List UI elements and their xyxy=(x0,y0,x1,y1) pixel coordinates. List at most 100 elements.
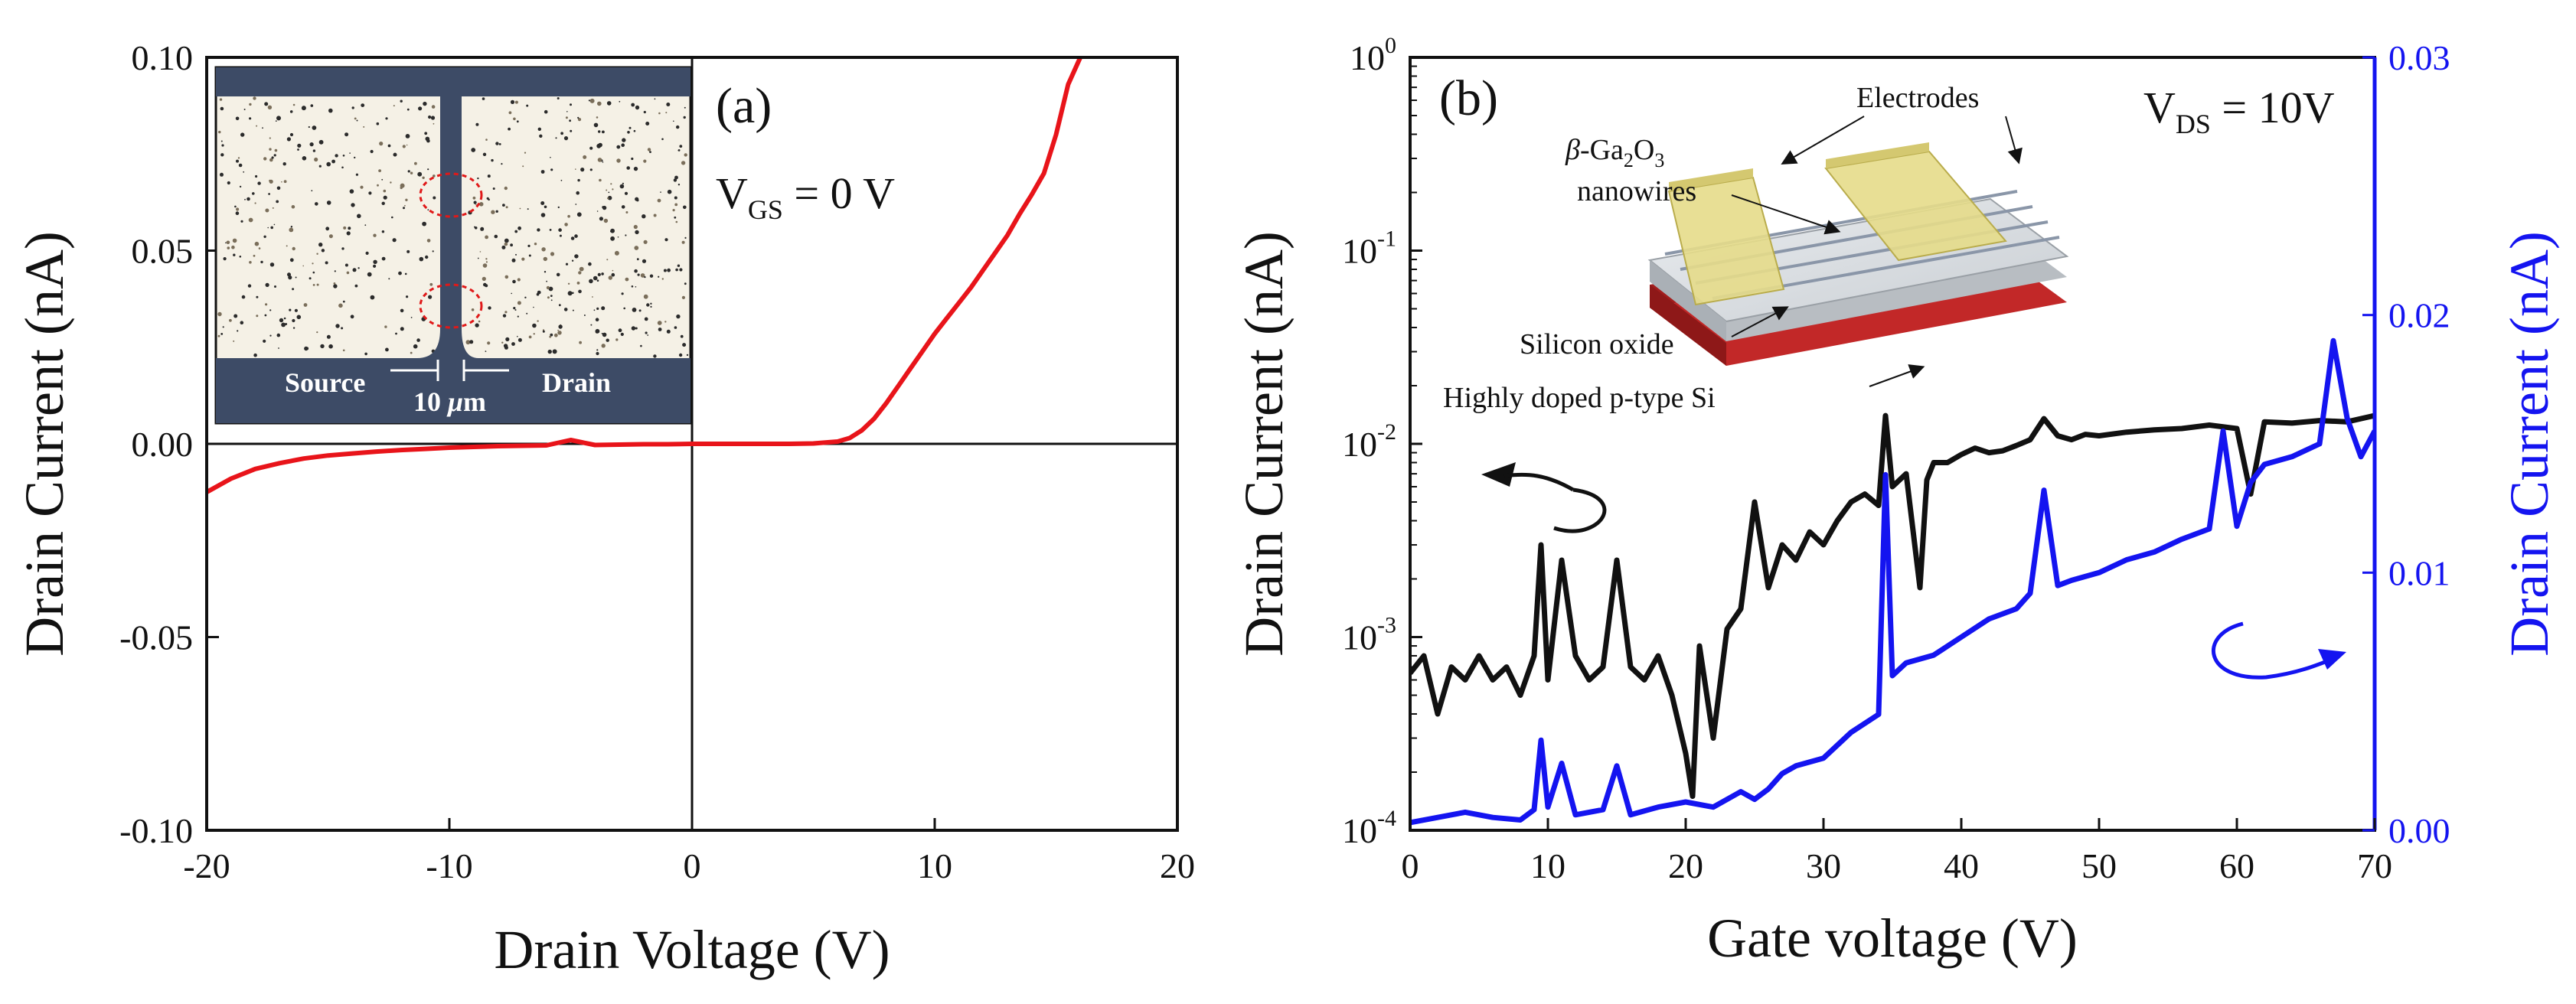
panel-a-y-tick-label: 0.10 xyxy=(132,38,194,77)
micrograph-speck xyxy=(683,205,687,210)
micrograph-speck xyxy=(265,282,269,287)
micrograph-speck xyxy=(611,272,615,277)
micrograph-speck xyxy=(341,166,344,169)
micrograph-speck xyxy=(406,295,409,298)
micrograph-speck xyxy=(621,143,625,147)
micrograph-speck xyxy=(566,111,568,112)
micrograph-speck xyxy=(254,241,260,246)
micrograph-speck xyxy=(657,321,662,325)
micrograph-speck xyxy=(527,208,529,210)
micrograph-speck xyxy=(631,326,636,331)
micrograph-speck xyxy=(635,105,640,110)
micrograph-speck xyxy=(232,238,237,243)
panel-b-left-y-tick-label: 10-2 xyxy=(1342,419,1396,464)
micrograph-speck xyxy=(588,99,591,102)
micrograph-speck xyxy=(596,116,599,119)
micrograph-speck xyxy=(356,119,358,122)
micrograph-speck xyxy=(558,304,561,307)
micrograph-speck xyxy=(425,136,430,142)
micrograph-speck xyxy=(469,340,474,344)
micrograph-speck xyxy=(328,234,333,239)
panel-a-vgs-annotation: VGS = 0 V xyxy=(716,168,895,225)
micrograph-speck xyxy=(606,101,612,106)
micrograph-speck xyxy=(645,331,648,334)
micrograph-speck xyxy=(679,268,683,272)
micrograph-speck xyxy=(233,340,235,342)
micrograph-speck xyxy=(595,328,600,334)
panel-b-left-y-axis-label: Drain Current (nA) xyxy=(1233,231,1295,657)
micrograph-speck xyxy=(673,178,677,182)
panel-a-ticks: -20 -10 0 10 20 -0.10 -0.05 0.00 0.05 0.10 xyxy=(119,38,1195,885)
panel-b-x-tick-label: 0 xyxy=(1402,846,1419,885)
micrograph-speck xyxy=(517,337,522,342)
micrograph-speck xyxy=(625,277,629,282)
micrograph-speck xyxy=(537,320,539,322)
micrograph-speck xyxy=(617,236,619,238)
micrograph-speck xyxy=(631,103,635,107)
micrograph-speck xyxy=(513,307,516,310)
micrograph-speck xyxy=(256,295,259,298)
micrograph-speck xyxy=(361,103,365,108)
micrograph-speck xyxy=(423,101,427,106)
micrograph-speck xyxy=(666,329,671,334)
micrograph-speck xyxy=(253,254,256,257)
micrograph-speck xyxy=(540,201,545,205)
micrograph-speck xyxy=(285,323,288,325)
micrograph-speck xyxy=(406,144,408,146)
micrograph-speck xyxy=(348,227,351,230)
micrograph-speck xyxy=(346,231,351,236)
micrograph-speck xyxy=(539,134,543,138)
micrograph-speck xyxy=(358,267,360,269)
micrograph-speck xyxy=(681,161,686,165)
micrograph-speck xyxy=(612,269,614,272)
micrograph-speck xyxy=(643,294,648,299)
micrograph-speck xyxy=(558,228,562,232)
micrograph-speck xyxy=(406,249,410,253)
micrograph-speck xyxy=(263,339,266,343)
micrograph-speck xyxy=(221,144,224,147)
micrograph-speck xyxy=(504,186,508,191)
micrograph-speck xyxy=(254,202,256,204)
micrograph-speck xyxy=(576,282,580,285)
micrograph-speck xyxy=(622,138,626,142)
micrograph-speck xyxy=(550,156,551,158)
micrograph-speck xyxy=(552,349,557,354)
micrograph-speck xyxy=(478,320,481,323)
panel-a-y-tick-label: -0.05 xyxy=(119,618,193,657)
micrograph-speck xyxy=(318,243,323,247)
micrograph-speck xyxy=(677,149,681,152)
inset-substrate-label: Highly doped p-type Si xyxy=(1443,382,1716,414)
micrograph-speck xyxy=(326,161,331,167)
micrograph-speck xyxy=(429,282,433,286)
micrograph-speck xyxy=(595,318,599,322)
micrograph-speck xyxy=(684,282,687,285)
micrograph-speck xyxy=(598,130,601,133)
micrograph-speck xyxy=(674,175,678,180)
micrograph-speck xyxy=(289,227,294,233)
micrograph-speck xyxy=(487,174,491,178)
micrograph-speck xyxy=(596,279,599,282)
micrograph-speck xyxy=(427,168,429,171)
micrograph-speck xyxy=(567,214,570,218)
micrograph-speck xyxy=(276,116,281,121)
micrograph-speck xyxy=(354,284,358,288)
micrograph-speck xyxy=(343,226,347,230)
micrograph-speck xyxy=(560,132,563,135)
micrograph-speck xyxy=(233,314,238,318)
micrograph-speck xyxy=(256,125,258,127)
micrograph-speck xyxy=(383,195,387,200)
micrograph-speck xyxy=(510,99,515,104)
micrograph-speck xyxy=(282,162,286,166)
micrograph-speck xyxy=(243,171,245,173)
micrograph-speck xyxy=(370,295,375,300)
micrograph-speck xyxy=(303,303,308,307)
panel-a-inset-micrograph: Source Drain 10 μm xyxy=(214,66,692,425)
micrograph-speck xyxy=(314,157,318,162)
micrograph-speck xyxy=(628,126,632,129)
micrograph-speck xyxy=(634,246,639,250)
micrograph-speck xyxy=(278,347,279,349)
micrograph-speck xyxy=(475,122,479,126)
panel-a-series xyxy=(207,57,1082,494)
micrograph-speck xyxy=(433,122,435,125)
micrograph-speck xyxy=(672,209,675,212)
